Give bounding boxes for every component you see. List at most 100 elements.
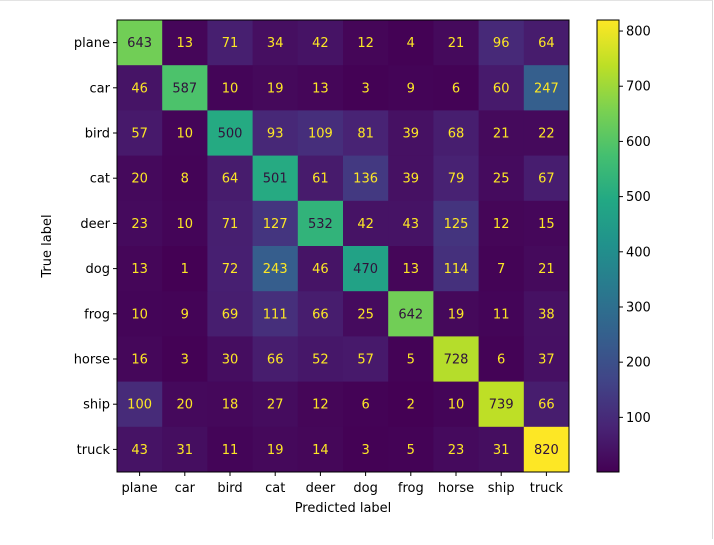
- cell-value-label: 39: [403, 127, 420, 142]
- cell-value-label: 67: [538, 172, 555, 187]
- heatmap-cell: [162, 426, 208, 473]
- cell-value-label: 7: [497, 262, 505, 277]
- heatmap-cell: [478, 155, 525, 202]
- cell-value-label: 11: [222, 443, 239, 458]
- y-tick-label: deer: [80, 217, 110, 232]
- heatmap-cell: [478, 426, 525, 473]
- cell-value-label: 96: [493, 36, 510, 51]
- cell-value-label: 46: [312, 262, 329, 277]
- heatmap-cell: [162, 110, 208, 157]
- cell-value-label: 61: [312, 172, 329, 187]
- cell-value-label: 42: [312, 36, 329, 51]
- heatmap-cell: [523, 20, 570, 66]
- y-tick-label: frog: [84, 307, 110, 322]
- heatmap-cell: [297, 200, 344, 247]
- cell-value-label: 10: [177, 217, 194, 232]
- cell-value-label: 31: [177, 443, 194, 458]
- heatmap-cell: [343, 381, 389, 428]
- heatmap-cell: [433, 20, 480, 66]
- cell-value-label: 125: [444, 217, 469, 232]
- cell-value-label: 21: [448, 36, 465, 51]
- cell-value-label: 9: [407, 81, 415, 96]
- colorbar-tick-label: 300: [626, 300, 651, 315]
- heatmap-cell: [478, 20, 525, 66]
- cell-value-label: 127: [263, 217, 288, 232]
- heatmap-cell: [523, 381, 570, 428]
- heatmap-cell: [297, 246, 344, 292]
- cell-value-label: 14: [312, 443, 329, 458]
- heatmap-cell: [252, 110, 299, 157]
- heatmap-cell: [343, 20, 389, 66]
- heatmap-cell: [207, 381, 254, 428]
- y-tick-label: cat: [90, 172, 110, 187]
- cell-value-label: 64: [538, 36, 555, 51]
- cell-value-label: 8: [181, 172, 189, 187]
- heatmap-cell: [523, 291, 570, 337]
- cell-value-label: 66: [538, 398, 555, 413]
- cell-value-label: 728: [444, 353, 469, 368]
- cell-value-label: 68: [448, 127, 465, 142]
- cell-value-label: 66: [267, 353, 284, 368]
- heatmap-cell: [117, 246, 163, 292]
- cell-value-label: 111: [263, 307, 288, 322]
- cell-value-label: 93: [267, 127, 284, 142]
- heatmap-cell: [343, 426, 389, 473]
- cell-value-label: 52: [312, 353, 329, 368]
- cell-value-label: 820: [534, 443, 559, 458]
- cell-value-label: 5: [407, 443, 415, 458]
- y-tick-label: ship: [83, 398, 110, 413]
- colorbar-tick-label: 400: [626, 245, 651, 260]
- x-tick-label: car: [175, 481, 196, 496]
- heatmap-cell: [117, 381, 163, 428]
- heatmap-cell: [297, 381, 344, 428]
- heatmap-cell: [297, 65, 344, 111]
- y-tick-label: bird: [85, 127, 110, 142]
- heatmap-cell: [388, 65, 434, 111]
- heatmap-cell: [252, 426, 299, 473]
- heatmap-cell: [117, 65, 163, 111]
- cell-value-label: 23: [448, 443, 465, 458]
- heatmap-cell: [297, 155, 344, 202]
- cell-value-label: 31: [493, 443, 510, 458]
- cell-value-label: 587: [172, 81, 197, 96]
- cell-value-label: 21: [538, 262, 555, 277]
- heatmap-cell: [207, 336, 254, 383]
- heatmap-cell: [343, 291, 389, 337]
- heatmap-cell: [433, 110, 480, 157]
- heatmap-cell: [252, 200, 299, 247]
- heatmap-cell: [433, 426, 480, 473]
- cell-value-label: 13: [177, 36, 194, 51]
- heatmap-cell: [523, 426, 570, 473]
- x-tick-label: deer: [306, 481, 336, 496]
- cell-value-label: 12: [493, 217, 510, 232]
- heatmap-cell: [117, 426, 163, 473]
- cell-value-label: 37: [538, 353, 555, 368]
- heatmap-cell: [388, 246, 434, 292]
- colorbar-tick-label: 700: [626, 80, 651, 95]
- heatmap-cell: [207, 155, 254, 202]
- cell-value-label: 22: [538, 127, 555, 142]
- cell-value-label: 57: [131, 127, 148, 142]
- y-tick-label: dog: [86, 262, 110, 277]
- x-axis-label: Predicted label: [295, 501, 392, 516]
- heatmap-cell: [162, 155, 208, 202]
- cell-value-label: 25: [357, 307, 374, 322]
- heatmap-cell: [478, 200, 525, 247]
- heatmap-cell: [388, 426, 434, 473]
- cell-value-label: 71: [222, 36, 239, 51]
- x-tick-label: ship: [488, 481, 515, 496]
- x-tick-label: bird: [217, 481, 242, 496]
- heatmap-cell: [388, 200, 434, 247]
- heatmap-cell: [297, 336, 344, 383]
- heatmap-cell: [162, 291, 208, 337]
- x-tick-label: dog: [353, 481, 377, 496]
- cell-value-label: 13: [312, 81, 329, 96]
- cell-value-label: 10: [222, 81, 239, 96]
- y-axis-ticks: plane car bird cat deer dog frog horse ship truck: [74, 36, 117, 458]
- heatmap-cell: [162, 246, 208, 292]
- cell-value-label: 66: [312, 307, 329, 322]
- heatmap-cells: [117, 20, 570, 473]
- heatmap-cell: [252, 65, 299, 111]
- cell-value-label: 109: [308, 127, 333, 142]
- heatmap-cell: [343, 200, 389, 247]
